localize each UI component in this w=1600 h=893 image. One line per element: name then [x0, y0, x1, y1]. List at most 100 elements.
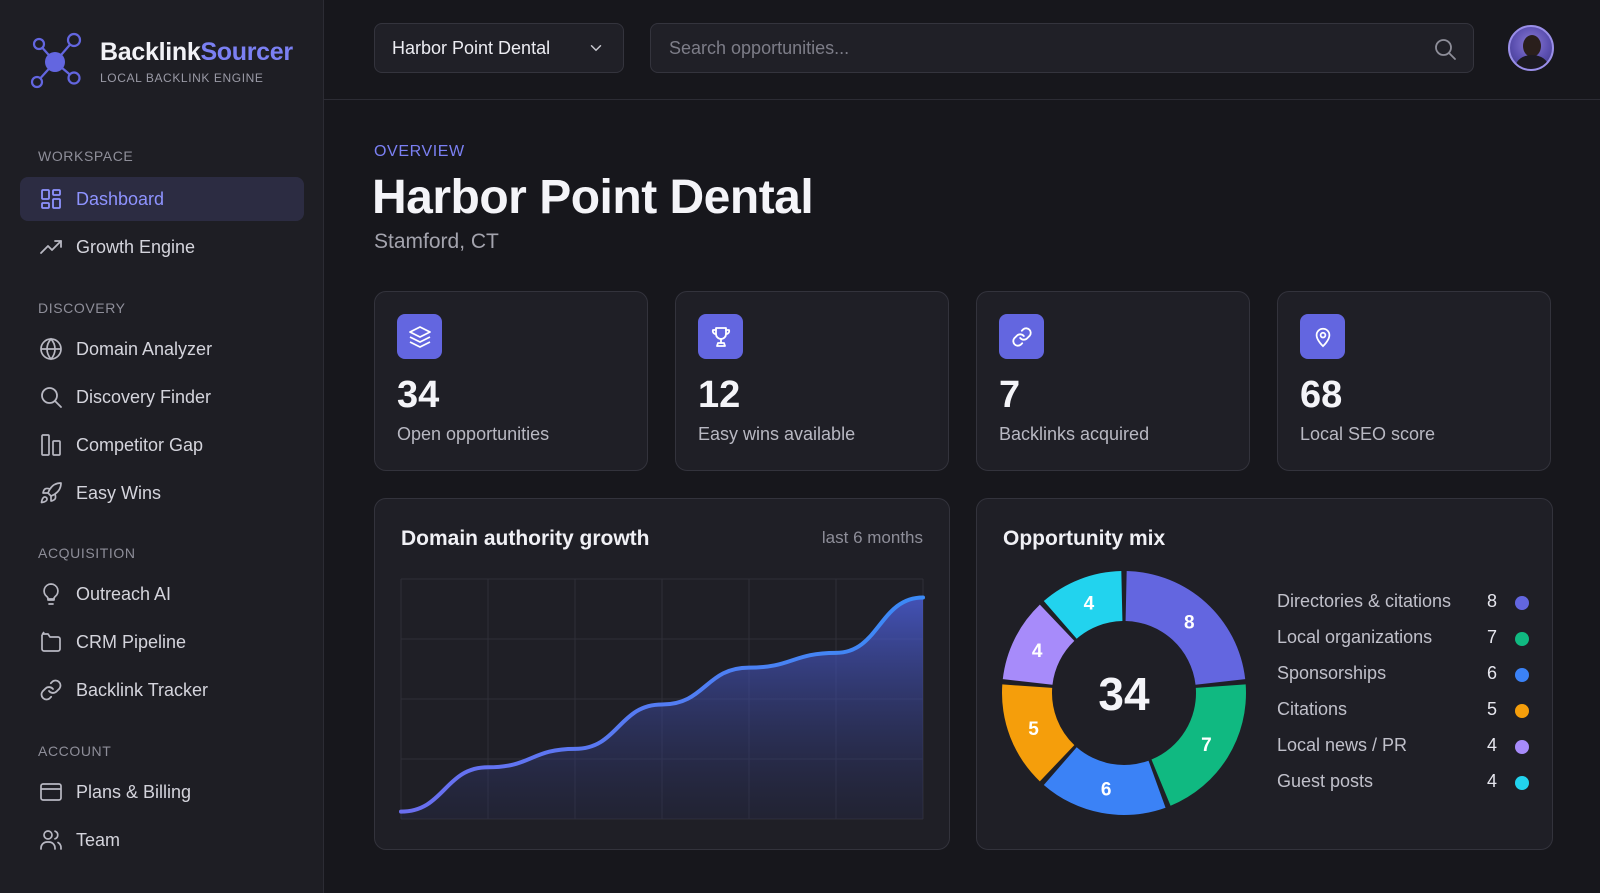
sidebar-item-label: Plans & Billing [76, 781, 192, 802]
stat-label: Open opportunities [397, 424, 550, 444]
link-icon [38, 677, 64, 703]
stat-card-backlinks-acquired[interactable]: 7 Backlinks acquired [976, 291, 1250, 471]
search-input[interactable] [651, 24, 1473, 72]
legend-label: Local organizations [1277, 627, 1433, 647]
search-icon [38, 384, 64, 410]
brand-name: BacklinkSourcer [100, 38, 293, 67]
sidebar-item-domain-analyzer[interactable]: Domain Analyzer [20, 327, 304, 371]
legend-label: Directories & citations [1277, 591, 1452, 611]
donut-slice-label: 5 [1028, 719, 1039, 740]
nav-heading: DISCOVERY [38, 300, 126, 316]
network-logo-icon [30, 32, 82, 89]
stat-card-local-seo-score[interactable]: 68 Local SEO score [1277, 291, 1551, 471]
brand-name-part2: Sourcer [200, 37, 293, 66]
layers-icon [397, 314, 442, 359]
sidebar-item-team[interactable]: Team [20, 818, 304, 862]
sidebar-item-dashboard[interactable]: Dashboard [20, 177, 304, 221]
dashboard-icon [38, 186, 64, 212]
page-overline: OVERVIEW [374, 143, 465, 160]
growth-area [401, 597, 923, 819]
legend-item: Local organizations 7 [1277, 627, 1537, 651]
stat-card-open-opportunities[interactable]: 34 Open opportunities [374, 291, 648, 471]
legend-item: Local news / PR 4 [1277, 735, 1537, 759]
mix-panel-title: Opportunity mix [1003, 527, 1166, 550]
link-icon [999, 314, 1044, 359]
sidebar-item-label: Discovery Finder [76, 386, 212, 407]
legend-value: 4 [1487, 771, 1498, 791]
legend-value: 4 [1487, 735, 1498, 755]
stat-label: Easy wins available [698, 424, 856, 444]
donut-slice [1002, 684, 1075, 782]
donut-slice-label: 4 [1032, 641, 1043, 662]
donut-slice [1002, 604, 1075, 685]
legend-value: 5 [1487, 699, 1498, 719]
legend-item: Sponsorships 6 [1277, 663, 1537, 687]
legend-dot [1515, 596, 1529, 610]
sidebar-item-discovery-finder[interactable]: Discovery Finder [20, 375, 304, 419]
stat-card-easy-wins[interactable]: 12 Easy wins available [675, 291, 949, 471]
legend-dot [1515, 632, 1529, 646]
donut-slice-label: 7 [1201, 735, 1212, 756]
mix-panel: Opportunity mix 8 7 6 5 4 4 34 Directories & … [976, 498, 1553, 850]
search-bar [650, 23, 1474, 73]
growth-panel: Domain authority growth last 6 months [374, 498, 950, 850]
sidebar-item-plans-billing[interactable]: Plans & Billing [20, 770, 304, 814]
donut-slice-label: 4 [1084, 594, 1095, 615]
legend-label: Citations [1277, 699, 1348, 719]
legend-dot [1515, 668, 1529, 682]
avatar-head [1523, 35, 1541, 57]
nav-section-account: ACCOUNT Plans & Billing Team [0, 743, 324, 862]
page-subtitle: Stamford, CT [374, 230, 499, 253]
sidebar-item-easy-wins[interactable]: Easy Wins [20, 471, 304, 515]
donut-slice-label: 6 [1101, 779, 1112, 800]
chevron-down-icon [590, 45, 602, 52]
stat-value: 7 [999, 374, 1021, 416]
sidebar-item-growth-engine[interactable]: Growth Engine [20, 225, 304, 269]
legend-dot [1515, 704, 1529, 718]
brand[interactable]: BacklinkSourcer LOCAL BACKLINK ENGINE [28, 30, 293, 92]
donut-slice [1043, 747, 1166, 815]
sidebar-item-outreach-ai[interactable]: Outreach AI [20, 572, 304, 616]
nav-section-workspace: WORKSPACE Dashboard Growth Engine [0, 148, 324, 269]
globe-icon [38, 336, 64, 362]
legend-item: Citations 5 [1277, 699, 1537, 723]
legend-value: 8 [1487, 591, 1498, 611]
trophy-icon [698, 314, 743, 359]
stat-value: 68 [1300, 374, 1343, 416]
donut-chart: 8 7 6 5 4 4 34 [1002, 571, 1246, 815]
legend-item: Guest posts 4 [1277, 771, 1537, 795]
avatar-body [1516, 55, 1548, 69]
avatar[interactable] [1508, 25, 1554, 71]
search-icon[interactable] [1433, 37, 1457, 61]
growth-panel-title: Domain authority growth [401, 527, 650, 550]
client-select[interactable]: Harbor Point Dental [374, 23, 624, 73]
sidebar-item-label: CRM Pipeline [76, 631, 187, 652]
lightbulb-icon [38, 581, 64, 607]
legend-item: Directories & citations 8 [1277, 591, 1537, 615]
legend-value: 6 [1487, 663, 1498, 683]
map-pin-icon [1300, 314, 1345, 359]
sidebar-item-label: Competitor Gap [76, 434, 204, 455]
legend-value: 7 [1487, 627, 1498, 647]
sidebar-item-backlink-tracker[interactable]: Backlink Tracker [20, 668, 304, 712]
legend-label: Sponsorships [1277, 663, 1387, 683]
sidebar-item-label: Outreach AI [76, 583, 172, 604]
growth-chart [399, 578, 925, 820]
rocket-icon [38, 480, 64, 506]
sidebar-item-label: Easy Wins [76, 482, 162, 503]
sidebar-item-label: Growth Engine [76, 236, 196, 257]
credit-card-icon [38, 779, 64, 805]
sidebar-item-competitor-gap[interactable]: Competitor Gap [20, 423, 304, 467]
sidebar-item-crm-pipeline[interactable]: CRM Pipeline [20, 620, 304, 664]
nav-heading: WORKSPACE [38, 148, 134, 164]
nav-heading: ACCOUNT [38, 743, 112, 759]
legend-label: Local news / PR [1277, 735, 1408, 755]
nav-section-discovery: DISCOVERY Domain Analyzer Discovery Find… [0, 300, 324, 515]
donut-slice [1151, 684, 1246, 806]
stat-value: 12 [698, 374, 741, 416]
trending-up-icon [38, 234, 64, 260]
nav-section-acquisition: ACQUISITION Outreach AI CRM Pipeline Bac… [0, 545, 324, 712]
growth-line [399, 595, 925, 814]
donut-slice [1043, 571, 1123, 639]
growth-panel-hint: last 6 months [821, 528, 923, 547]
